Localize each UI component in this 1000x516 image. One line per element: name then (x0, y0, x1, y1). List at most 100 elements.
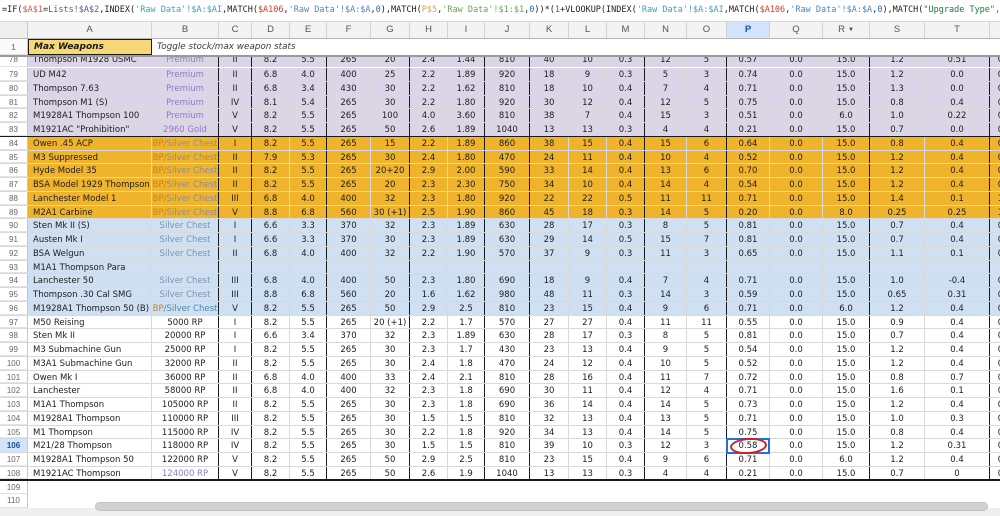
cell-H93[interactable] (410, 260, 448, 274)
cell-Q103[interactable]: 0.0 (770, 398, 823, 411)
cell-Q91[interactable]: 0.0 (770, 233, 823, 246)
cell-E93[interactable] (290, 260, 327, 274)
cell-C106[interactable]: IV (219, 439, 252, 453)
cell-K91[interactable]: 29 (530, 233, 569, 246)
cell-P97[interactable]: 0.55 (727, 315, 770, 329)
cell-K96[interactable]: 23 (530, 301, 569, 315)
cell-T101[interactable]: 0.7 (925, 370, 990, 384)
cell-T104[interactable]: 0.3 (925, 411, 990, 425)
cell-E78[interactable]: 5.5 (290, 57, 327, 67)
cell-A93[interactable]: M1A1 Thompson Para (28, 260, 152, 274)
select-all-corner[interactable] (0, 22, 28, 39)
cell-U93[interactable] (990, 260, 1000, 274)
cell-P89[interactable]: 0.20 (727, 205, 770, 219)
column-header-K[interactable]: K (530, 22, 569, 38)
cell-E97[interactable]: 5.5 (290, 315, 327, 329)
cell-C88[interactable]: III (219, 191, 252, 205)
cell-F93[interactable] (327, 260, 371, 274)
cell-U98[interactable]: 0.8 (990, 329, 1000, 343)
cell-E94[interactable]: 4.0 (290, 274, 327, 288)
cell-A101[interactable]: Owen Mk I (28, 370, 152, 384)
cell-U102[interactable]: 0.8 (990, 384, 1000, 398)
cell-S108[interactable]: 0.7 (870, 466, 925, 479)
cell-S98[interactable]: 0.7 (870, 329, 925, 343)
cell-D104[interactable]: 8.2 (252, 411, 290, 425)
row-header-1[interactable]: 1 (0, 39, 28, 55)
cell-K99[interactable]: 23 (530, 343, 569, 356)
cell-N78[interactable]: 12 (645, 57, 687, 67)
cell-Q104[interactable]: 0.0 (770, 411, 823, 425)
cell-C93[interactable] (219, 260, 252, 274)
cell-B100[interactable]: 32000 RP (152, 356, 219, 370)
cell-P79[interactable]: 0.74 (727, 68, 770, 81)
column-header-C[interactable]: C (219, 22, 252, 38)
cell-F92[interactable]: 400 (327, 246, 371, 260)
cell-T78[interactable]: 0.51 (925, 57, 990, 67)
cell-A108[interactable]: M1921AC Thompson (28, 466, 152, 479)
cell-B94[interactable]: Silver Chest (152, 274, 219, 288)
cell-T94[interactable]: -0.4 (925, 274, 990, 288)
cell-E108[interactable]: 5.5 (290, 466, 327, 479)
cell-O86[interactable]: 6 (687, 164, 727, 178)
row-header-99[interactable]: 99 (0, 343, 28, 356)
cell-B99[interactable]: 25000 RP (152, 343, 219, 356)
cell-B96[interactable]: BP/Silver Chest (152, 301, 219, 315)
cell-D107[interactable]: 8.2 (252, 453, 290, 466)
cell-L95[interactable]: 11 (569, 288, 607, 301)
cell-R102[interactable]: 15.0 (823, 384, 870, 398)
cell-F79[interactable]: 400 (327, 68, 371, 81)
cell-O108[interactable]: 4 (687, 466, 727, 479)
cell-O98[interactable]: 5 (687, 329, 727, 343)
cell-Q89[interactable]: 0.0 (770, 205, 823, 219)
cell-B87[interactable]: BP/Silver Chest (152, 178, 219, 191)
cell-J83[interactable]: 1040 (485, 123, 530, 136)
cell-E98[interactable]: 3.4 (290, 329, 327, 343)
cell-A97[interactable]: M50 Reising (28, 315, 152, 329)
cell-H98[interactable]: 2.3 (410, 329, 448, 343)
cell-A98[interactable]: Sten Mk II (28, 329, 152, 343)
row-header-105[interactable]: 105 (0, 425, 28, 439)
cell-N101[interactable]: 11 (645, 370, 687, 384)
cell-K92[interactable]: 37 (530, 246, 569, 260)
cell-K89[interactable]: 45 (530, 205, 569, 219)
cell-E81[interactable]: 5.4 (290, 95, 327, 109)
cell-H85[interactable]: 2.4 (410, 150, 448, 164)
cell-U81[interactable]: 0.7 (990, 95, 1000, 109)
cell-S100[interactable]: 1.2 (870, 356, 925, 370)
cell-E106[interactable]: 5.5 (290, 439, 327, 453)
cell-R91[interactable]: 15.0 (823, 233, 870, 246)
cell-K86[interactable]: 33 (530, 164, 569, 178)
cell-B90[interactable]: Silver Chest (152, 219, 219, 233)
cell-J81[interactable]: 920 (485, 95, 530, 109)
column-header-O[interactable]: O (687, 22, 727, 38)
cell-D101[interactable]: 6.8 (252, 370, 290, 384)
cell-M95[interactable]: 0.3 (607, 288, 645, 301)
cell-M100[interactable]: 0.4 (607, 356, 645, 370)
cell-P105[interactable]: 0.75 (727, 425, 770, 439)
cell-S90[interactable]: 0.7 (870, 219, 925, 233)
cell-G87[interactable]: 20 (371, 178, 410, 191)
cell-K101[interactable]: 28 (530, 370, 569, 384)
cell-P98[interactable]: 0.81 (727, 329, 770, 343)
cell-D100[interactable]: 8.2 (252, 356, 290, 370)
cell-S87[interactable]: 1.2 (870, 178, 925, 191)
column-header-H[interactable]: H (410, 22, 448, 38)
cell-H80[interactable]: 2.2 (410, 81, 448, 95)
cell-B95[interactable]: Silver Chest (152, 288, 219, 301)
cell-L101[interactable]: 16 (569, 370, 607, 384)
row-header-93[interactable]: 93 (0, 260, 28, 274)
cell-E83[interactable]: 5.5 (290, 123, 327, 136)
cell-D105[interactable]: 8.2 (252, 425, 290, 439)
cell-L79[interactable]: 9 (569, 68, 607, 81)
cell-P94[interactable]: 0.71 (727, 274, 770, 288)
cell-Q82[interactable]: 0.0 (770, 109, 823, 123)
cell-B108[interactable]: 124000 RP (152, 466, 219, 479)
cell-F89[interactable]: 560 (327, 205, 371, 219)
cell-A105[interactable]: M1 Thompson (28, 425, 152, 439)
cell-T96[interactable]: 0.4 (925, 301, 990, 315)
cell-F100[interactable]: 265 (327, 356, 371, 370)
cell-K83[interactable]: 13 (530, 123, 569, 136)
cell-G105[interactable]: 30 (371, 425, 410, 439)
cell-N90[interactable]: 8 (645, 219, 687, 233)
cell-E87[interactable]: 5.5 (290, 178, 327, 191)
